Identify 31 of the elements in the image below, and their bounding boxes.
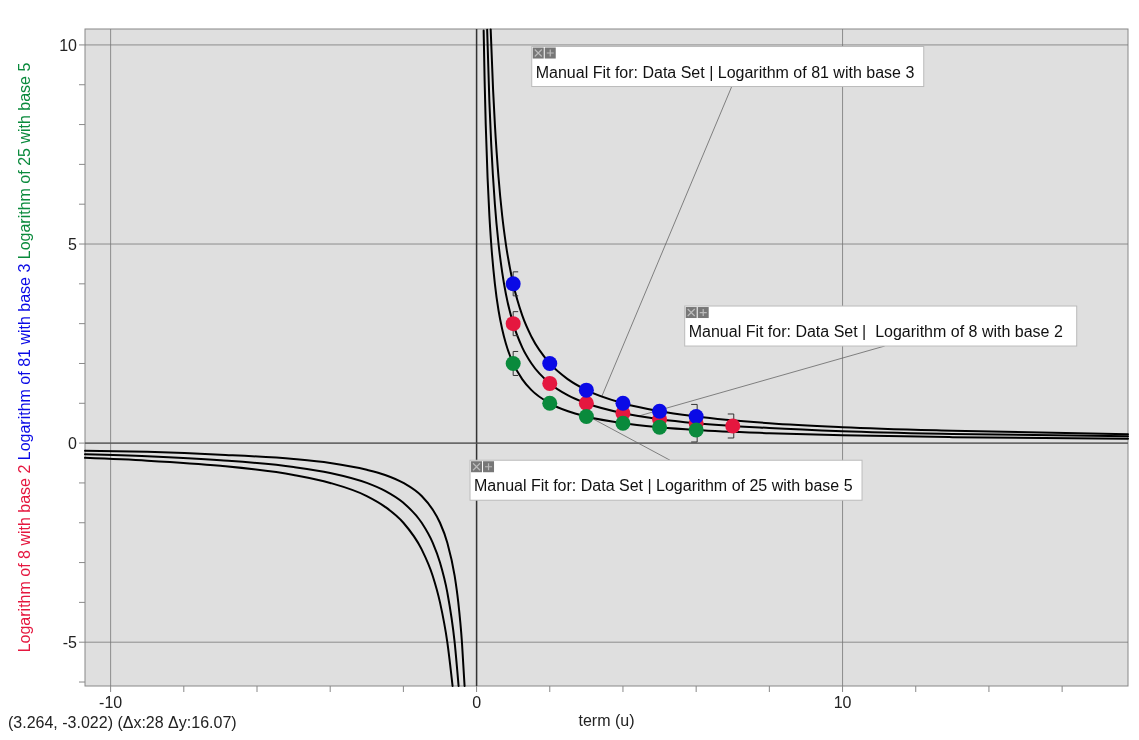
point (615, 415, 631, 431)
point (578, 395, 594, 411)
y-tick-label: 10 (59, 36, 78, 54)
x-tick-label: 10 (833, 694, 852, 711)
point (725, 418, 741, 434)
y-tick-label: 0 (68, 434, 78, 452)
point (578, 382, 594, 398)
point (542, 375, 558, 391)
point (652, 419, 668, 435)
point (505, 316, 521, 332)
point (542, 355, 558, 371)
x-axis-title: term (u) (578, 712, 635, 729)
text: (3.264, -3.022) (Δx:28 Δy:16.07) (8, 714, 237, 731)
point (688, 422, 704, 438)
text: Logarithm of 8 with base 2 (16, 464, 33, 653)
point (542, 395, 558, 411)
text: Logarithm of 81 with base 3 (16, 263, 33, 465)
x-tick-label: 0 (472, 694, 482, 711)
point (578, 408, 594, 424)
x-tick-label: -10 (99, 694, 123, 711)
point (505, 355, 521, 371)
point (688, 408, 704, 424)
annotation: Manual Fit for: Data Set | Logarithm of 81 with base 3 (535, 63, 915, 81)
point (652, 403, 668, 419)
y-tick-label: -5 (62, 633, 78, 651)
y-tick-label: 5 (68, 235, 78, 253)
point (505, 276, 521, 292)
point (615, 395, 631, 411)
text: Logarithm of 25 with base 5 (16, 62, 33, 264)
annotation: Manual Fit for: Data Set | Logarithm of 25 with base 5 (474, 477, 853, 495)
annotation: Manual Fit for: Data Set | Logarithm of 8 with base 2 (688, 323, 1063, 341)
